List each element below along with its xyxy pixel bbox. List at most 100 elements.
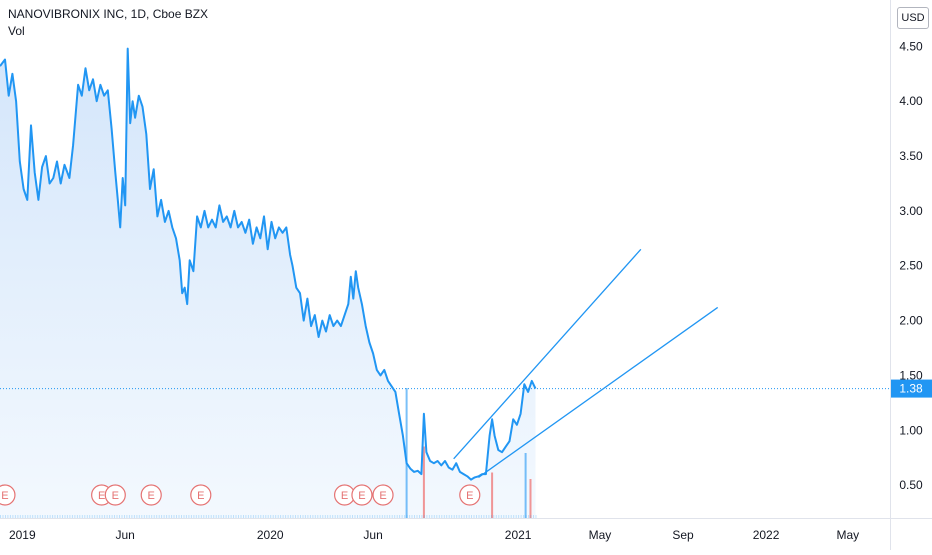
y-tick-label: 4.00 bbox=[899, 94, 923, 108]
volume-bar bbox=[128, 515, 130, 518]
volume-bar bbox=[478, 515, 480, 518]
volume-bar bbox=[463, 515, 465, 518]
earnings-marker-label: E bbox=[379, 490, 386, 502]
volume-bar bbox=[238, 515, 239, 518]
volume-bar bbox=[84, 515, 86, 518]
volume-bar bbox=[94, 515, 96, 518]
volume-bar bbox=[168, 515, 170, 518]
y-tick-label: 3.50 bbox=[899, 149, 923, 163]
volume-bar bbox=[366, 515, 368, 518]
volume-bar bbox=[332, 515, 334, 518]
volume-bar bbox=[520, 515, 522, 518]
earnings-marker-circle bbox=[351, 484, 373, 506]
volume-bar bbox=[466, 515, 468, 518]
volume-bar bbox=[89, 515, 91, 518]
volume-bar bbox=[386, 515, 388, 518]
last-price-label: 1.38 bbox=[899, 382, 923, 396]
volume-bar bbox=[290, 515, 292, 518]
volume-bar bbox=[143, 515, 145, 518]
earnings-marker[interactable]: E bbox=[0, 484, 16, 506]
earnings-marker-circle bbox=[190, 484, 212, 506]
volume-bar bbox=[389, 515, 391, 518]
volume-bar bbox=[307, 515, 309, 518]
volume-bar bbox=[121, 515, 123, 518]
volume-bar bbox=[198, 515, 200, 518]
earnings-marker[interactable]: E bbox=[104, 484, 126, 506]
volume-bar bbox=[265, 515, 267, 518]
volume-bar bbox=[423, 515, 425, 518]
earnings-marker-label: E bbox=[341, 490, 348, 502]
volume-bar bbox=[151, 515, 153, 518]
volume-bar bbox=[91, 515, 93, 518]
earnings-marker[interactable]: E bbox=[351, 484, 373, 506]
volume-bar bbox=[86, 515, 88, 518]
volume-bar bbox=[438, 515, 440, 518]
volume-bar bbox=[19, 515, 21, 518]
x-tick-label: 2021 bbox=[505, 528, 532, 542]
volume-bar bbox=[32, 515, 34, 518]
earnings-marker[interactable]: E bbox=[372, 484, 394, 506]
volume-bar bbox=[54, 515, 56, 518]
earnings-marker[interactable]: E bbox=[140, 484, 162, 506]
volume-bar bbox=[446, 515, 448, 518]
trendline[interactable] bbox=[453, 248, 642, 460]
y-tick-label: 4.50 bbox=[899, 39, 923, 53]
volume-bar bbox=[285, 515, 287, 518]
x-tick-label: Jun bbox=[116, 528, 135, 542]
volume-bar bbox=[34, 515, 36, 518]
earnings-marker-circle bbox=[104, 484, 126, 506]
volume-bar bbox=[508, 515, 510, 518]
volume-bar bbox=[384, 515, 386, 518]
volume-bar bbox=[39, 515, 41, 518]
earnings-marker-label: E bbox=[1, 490, 8, 502]
volume-bar bbox=[42, 515, 44, 518]
volume-bar bbox=[0, 515, 1, 518]
volume-bar bbox=[210, 515, 212, 518]
volume-bar bbox=[193, 515, 195, 518]
volume-bar bbox=[69, 515, 71, 518]
volume-bar bbox=[416, 515, 418, 518]
area-layer bbox=[0, 48, 536, 518]
volume-bar bbox=[453, 515, 455, 518]
volume-bar bbox=[406, 515, 408, 518]
volume-bar bbox=[419, 515, 420, 518]
volume-bar bbox=[448, 515, 450, 518]
volume-bar bbox=[528, 515, 530, 518]
currency-button[interactable]: USD bbox=[897, 7, 929, 29]
volume-bar bbox=[260, 515, 262, 518]
volume-bar bbox=[138, 515, 140, 518]
volume-bar bbox=[476, 515, 477, 518]
y-tick-label: 1.00 bbox=[899, 423, 923, 437]
volume-bar bbox=[71, 515, 73, 518]
volume-bar bbox=[300, 515, 301, 518]
volume-bar bbox=[488, 515, 490, 518]
volume-bar bbox=[173, 515, 175, 518]
volume-bar bbox=[523, 515, 525, 518]
volume-label: Vol bbox=[8, 24, 25, 38]
earnings-marker[interactable]: E bbox=[190, 484, 212, 506]
volume-bar bbox=[518, 515, 520, 518]
volume-bar bbox=[233, 515, 234, 518]
volume-bar bbox=[297, 515, 299, 518]
volume-bar bbox=[109, 515, 111, 518]
volume-bar bbox=[364, 515, 366, 518]
earnings-marker-circle bbox=[459, 484, 481, 506]
volume-bar bbox=[190, 515, 192, 518]
volume-bar bbox=[503, 515, 505, 518]
volume-bar bbox=[7, 515, 9, 518]
volume-bar bbox=[312, 515, 314, 518]
volume-bar bbox=[176, 515, 177, 518]
volume-bar bbox=[361, 515, 363, 518]
volume-bar bbox=[421, 515, 423, 518]
volume-bar bbox=[280, 515, 282, 518]
volume-bar bbox=[431, 515, 433, 518]
volume-bar bbox=[14, 515, 16, 518]
volume-bar bbox=[456, 515, 458, 518]
earnings-marker[interactable]: E bbox=[459, 484, 481, 506]
volume-bar bbox=[404, 515, 406, 518]
volume-bar bbox=[409, 515, 411, 518]
trendline[interactable] bbox=[478, 306, 719, 478]
